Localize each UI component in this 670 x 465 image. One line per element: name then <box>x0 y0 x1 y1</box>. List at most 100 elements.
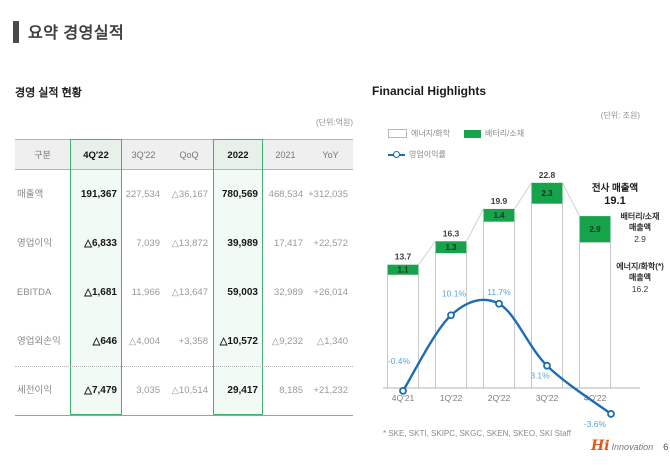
battery-value-label: 2.9 <box>589 225 601 234</box>
legend-item-battery: 배터리/소재 <box>464 128 524 139</box>
table-cell: 8,185 <box>279 385 303 396</box>
x-axis-label: 4Q'22 <box>584 393 607 403</box>
company-logo: Hi Innovation 6 <box>591 438 668 454</box>
table-cell: △6,833 <box>70 219 122 268</box>
callout-title: 전사 매출액 <box>591 183 639 194</box>
bar-top-connector <box>466 208 484 242</box>
table-cell: △9,232 <box>271 336 303 347</box>
battery-revenue-annotation: 배터리/소재 매출액 2.9 <box>620 212 660 244</box>
financial-highlights-chart: 13.7 1.1 4Q'21 16.3 1.3 1Q'22 19.9 1.4 2Q'22 22.8… <box>383 170 640 429</box>
table-header-cell: 2022 <box>213 139 263 170</box>
table-row-label: 영업외손익 <box>17 336 61 347</box>
table-cell: 780,569 <box>213 170 263 219</box>
table-row-label: 매출액 <box>17 189 44 200</box>
table-header-cell: 2021 <box>263 139 308 170</box>
left-unit-label: (단위:억원) <box>316 118 353 127</box>
battery-bar-segment <box>531 182 563 204</box>
legend-label-energy: 에너지/화학 <box>411 129 451 138</box>
callout-value: 19.1 <box>604 195 626 207</box>
energy-revenue-annotation: 에너지/화학(*) 매출액 16.2 <box>616 262 664 294</box>
table-cell: △10,514 <box>171 385 208 396</box>
right-section-title: Financial Highlights <box>372 84 487 98</box>
logo-word: Innovation <box>611 442 654 452</box>
x-axis-label: 4Q'21 <box>392 393 415 403</box>
margin-value-label: 11.7% <box>487 287 511 297</box>
table-cell: 227,534 <box>125 189 160 200</box>
bar-top-connector <box>418 241 436 265</box>
battery-bar-segment <box>483 208 515 222</box>
battery-swatch-icon <box>464 129 482 138</box>
table-cell: 17,417 <box>273 238 303 249</box>
x-axis-label: 3Q'22 <box>536 393 559 403</box>
table-row-label: 세전이익 <box>17 385 52 396</box>
table-cell: △13,647 <box>171 287 208 298</box>
energy-swatch-icon <box>388 129 407 138</box>
table-header-cell: 3Q'22 <box>122 139 165 170</box>
x-axis-label: 1Q'22 <box>440 393 463 403</box>
left-section-title: 경영 실적 현황 <box>15 87 82 99</box>
bar-total-label: 19.9 <box>491 196 508 206</box>
right-unit-label: (단위: 조원) <box>600 111 640 120</box>
total-revenue-callout: 전사 매출액 19.1 <box>574 180 656 207</box>
table-header-cell: QoQ <box>165 139 213 170</box>
table-cell: △1,340 <box>316 336 348 347</box>
legend-label-margin: 영업이익률 <box>409 150 446 159</box>
table-header-cell: 4Q'22 <box>70 139 122 170</box>
table-row-label: 영업이익 <box>17 238 52 249</box>
table-cell: △13,872 <box>171 238 208 249</box>
page-number: 6 <box>663 442 669 453</box>
table-cell: +22,572 <box>313 238 348 249</box>
table-cell: 11,966 <box>131 287 160 298</box>
battery-bar-segment <box>435 241 467 253</box>
battery-value-label: 2.3 <box>541 189 553 198</box>
battery-bar-segment <box>387 264 419 275</box>
table-cell: +26,014 <box>313 287 348 298</box>
table-cell: 7,039 <box>136 238 160 249</box>
margin-value-label: 3.1% <box>530 371 550 381</box>
table-cell: △10,572 <box>213 317 263 366</box>
table-cell: 59,003 <box>213 268 263 317</box>
bar-top-connector <box>514 182 532 210</box>
chart-area: 13.7 1.1 4Q'21 16.3 1.3 1Q'22 19.9 1.4 2Q'22 22.8… <box>378 155 670 435</box>
performance-table: 구분 4Q'22 3Q'22 QoQ 2022 2021 YoY 매출액 191,367 227,… <box>15 139 353 416</box>
table-cell: △1,681 <box>70 268 122 317</box>
table-cell: 39,989 <box>213 219 263 268</box>
legend-label-battery: 배터리/소재 <box>485 129 525 138</box>
table-cell: +312,035 <box>308 189 348 200</box>
table-cell: 468,534 <box>268 189 303 200</box>
logo-hi-icon: Hi <box>591 438 610 454</box>
table-header-cell: 구분 <box>15 139 70 170</box>
battery-value-label: 1.1 <box>397 266 409 275</box>
table-cell: △36,167 <box>171 189 208 200</box>
battery-value-label: 1.3 <box>445 243 457 252</box>
margin-marker-icon <box>447 311 455 320</box>
margin-marker-icon <box>543 361 551 370</box>
chart-footnote: * SKE, SKTI, SKIPC, SKGC, SKEN, SKEO, SK… <box>383 429 571 438</box>
chart-legend: 에너지/화학 배터리/소재 영업이익률 <box>388 127 538 169</box>
margin-value-label: 10.1% <box>442 288 467 298</box>
battery-bar-segment <box>579 216 611 243</box>
legend-item-energy: 에너지/화학 <box>388 128 450 139</box>
margin-value-label: -3.6% <box>584 419 607 429</box>
energy-bar-segment <box>435 252 467 389</box>
table-cell: +21,232 <box>313 385 348 396</box>
x-axis-label: 2Q'22 <box>488 393 511 403</box>
bar-total-label: 22.8 <box>539 170 556 180</box>
margin-marker-icon <box>495 299 503 308</box>
legend-item-margin: 영업이익률 <box>388 149 446 160</box>
bar-total-label: 16.3 <box>443 228 460 238</box>
table-cell: △4,004 <box>128 336 160 347</box>
battery-value-label: 1.4 <box>493 211 505 220</box>
page-title: 요약 경영실적 <box>28 25 125 42</box>
energy-bar-segment <box>387 274 419 389</box>
margin-marker-icon <box>399 386 407 395</box>
margin-value-label: -0.4% <box>388 356 411 366</box>
title-accent-bar <box>13 21 19 43</box>
margin-marker-icon <box>607 410 615 418</box>
margin-line-swatch-icon <box>388 150 405 159</box>
table-cell: 191,367 <box>70 170 122 219</box>
bar-top-connector <box>562 182 580 217</box>
energy-bar-segment <box>531 203 563 389</box>
table-cell: 3,035 <box>136 385 160 396</box>
